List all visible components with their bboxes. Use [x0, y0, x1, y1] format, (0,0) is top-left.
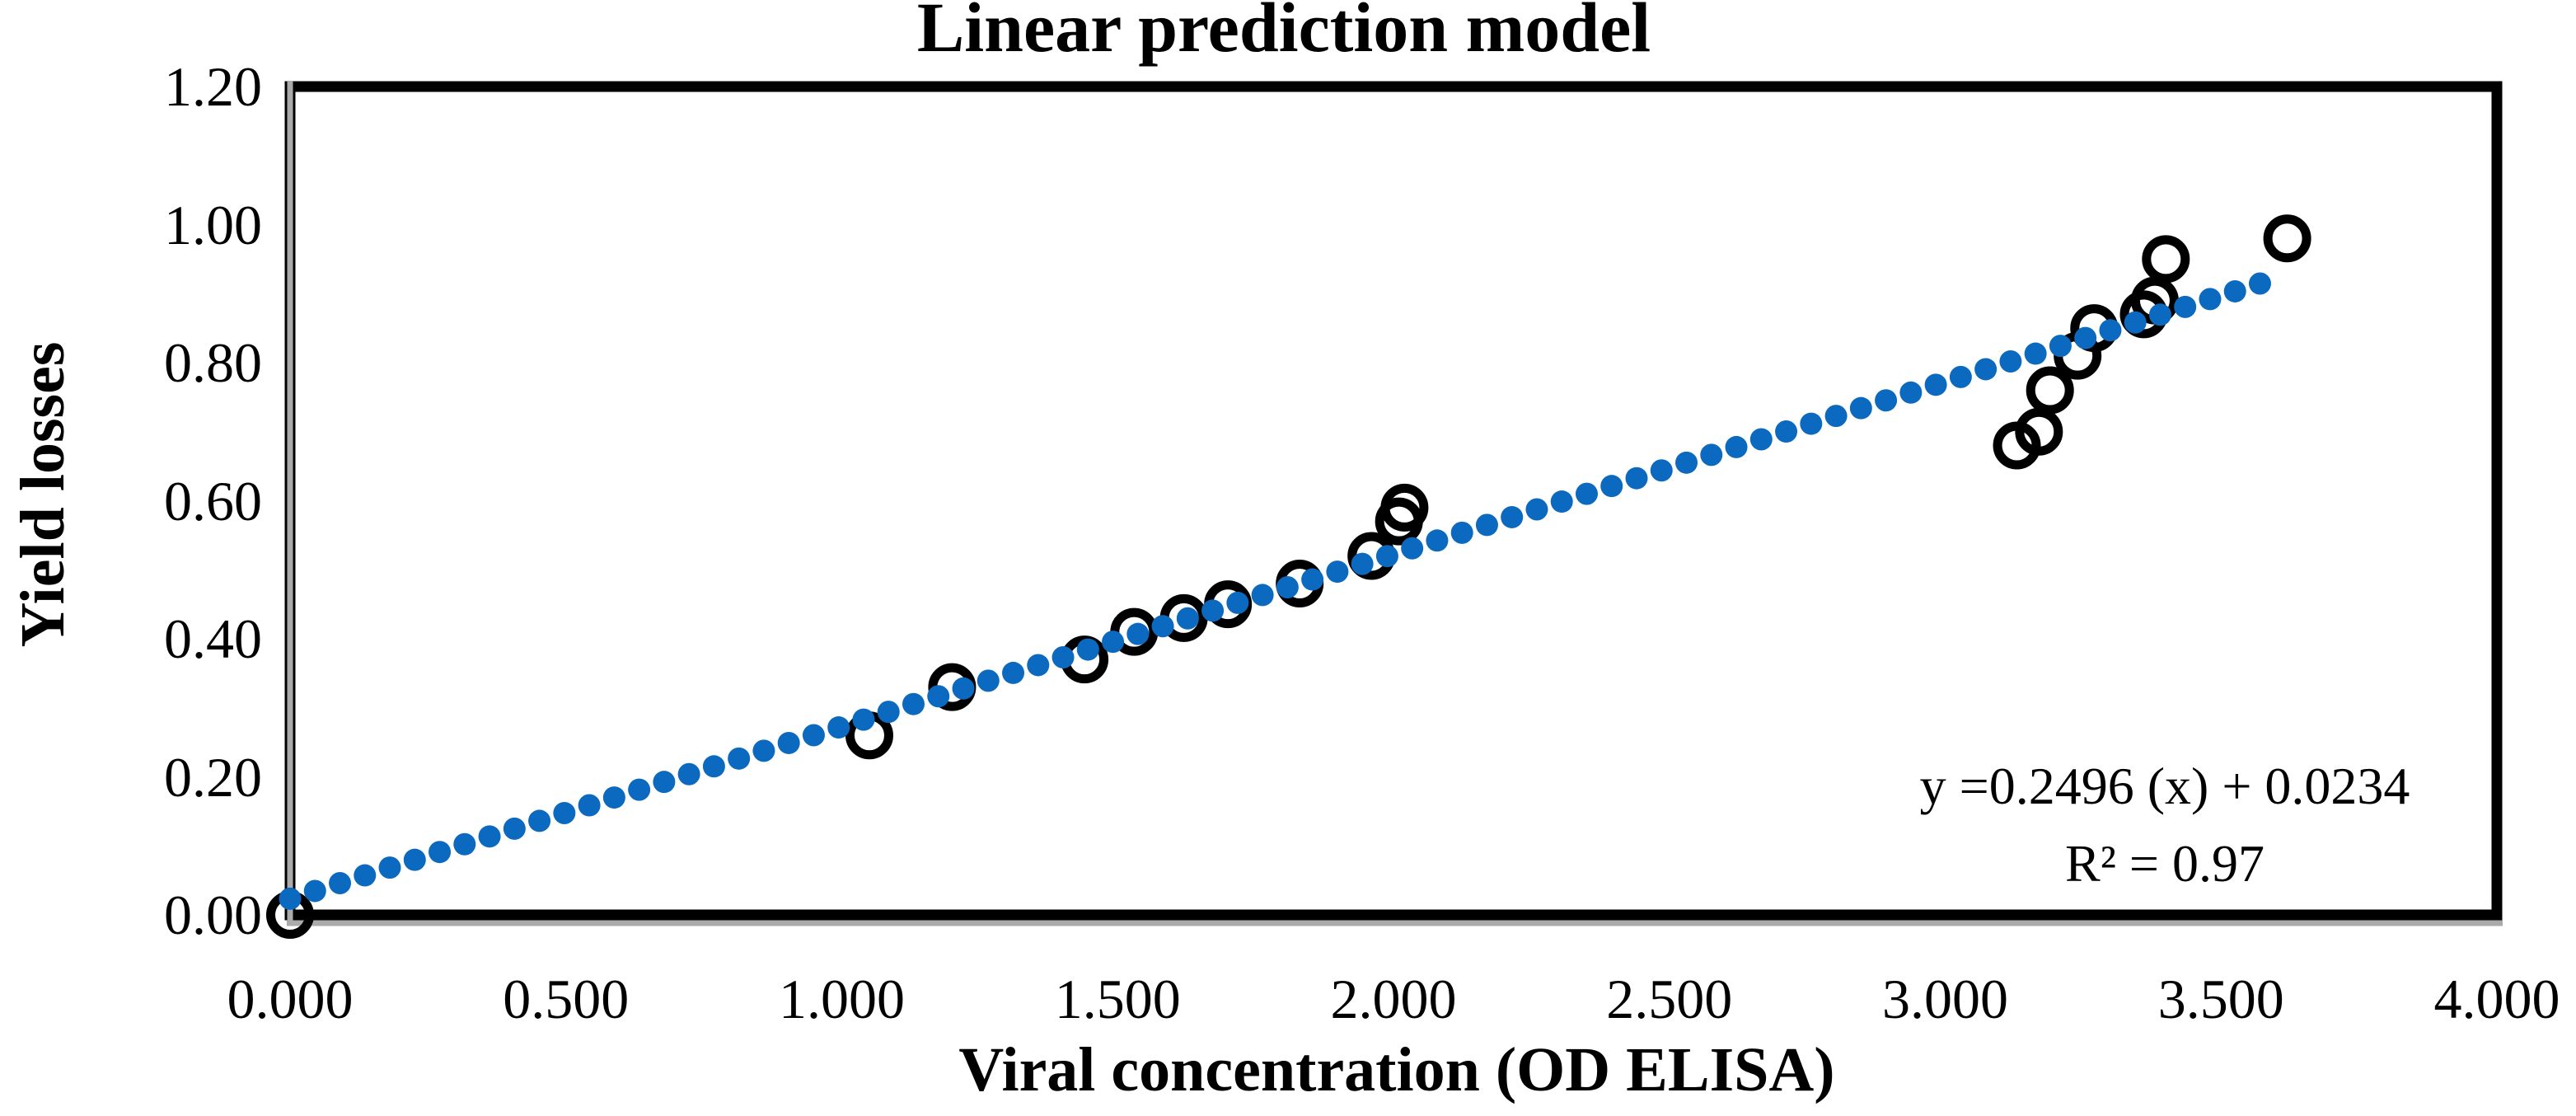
x-tick-label: 3.000	[1882, 968, 2008, 1030]
x-tick-label: 4.000	[2433, 968, 2560, 1030]
y-tick-label: 0.60	[164, 469, 262, 532]
y-tick-label: 0.20	[164, 745, 262, 809]
x-tick-label: 0.500	[503, 968, 630, 1030]
x-tick-label: 3.500	[2157, 968, 2284, 1030]
data-point	[2142, 235, 2190, 284]
y-tick-label: 1.00	[164, 193, 262, 256]
y-tick-label: 0.40	[164, 607, 262, 670]
r-squared-label: R² = 0.97	[2065, 834, 2265, 893]
data-point	[1380, 483, 1429, 532]
x-tick-label: 1.000	[779, 968, 905, 1030]
x-axis-label: Viral concentration (OD ELISA)	[958, 1035, 1835, 1104]
y-tick-label: 0.80	[164, 331, 262, 394]
x-tick-label: 1.500	[1054, 968, 1181, 1030]
data-point	[2015, 407, 2063, 456]
y-tick-label: 1.20	[164, 55, 262, 118]
x-tick-label: 0.000	[227, 968, 354, 1030]
data-point	[2026, 366, 2074, 415]
x-tick-label: 2.500	[1606, 968, 1733, 1030]
y-axis-label: Yield losses	[8, 341, 77, 648]
chart-title: Linear prediction model	[916, 0, 1651, 67]
y-tick-label: 0.00	[164, 884, 262, 946]
trendline	[279, 269, 2283, 910]
x-tick-label: 2.000	[1330, 968, 1457, 1030]
trendline-equation: y =0.2496 (x) + 0.0234	[1919, 757, 2410, 815]
data-point	[2263, 214, 2311, 263]
